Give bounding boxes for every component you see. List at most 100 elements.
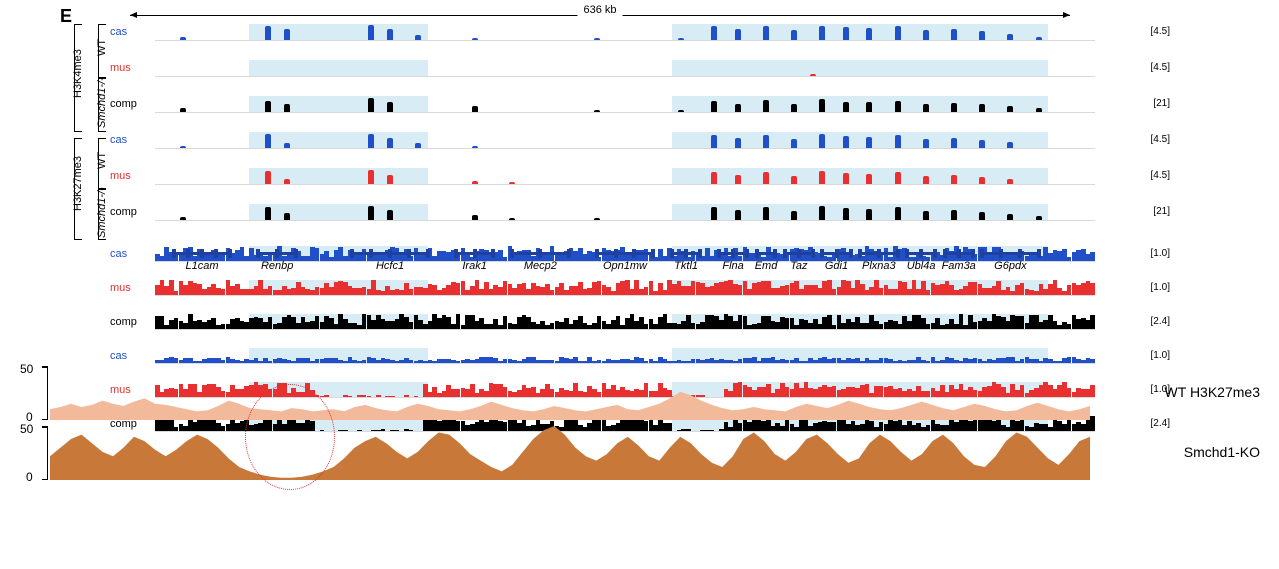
chip-peak — [509, 218, 515, 220]
chip-peak — [1036, 108, 1042, 112]
track-row: mus[1.0] — [60, 280, 1170, 297]
gene-label: Hcfc1 — [376, 260, 404, 272]
chip-peak — [895, 135, 901, 148]
track-scale: [21] — [1153, 98, 1170, 109]
chip-peak — [979, 177, 985, 184]
gene-exon — [698, 249, 702, 258]
chip-peak — [763, 172, 769, 184]
gene-exon — [473, 249, 477, 258]
track-area — [155, 280, 1095, 296]
track-label: comp — [110, 98, 150, 110]
gene-track: L1camRenbpHcfc1Irak1Mecp2Opn1mwTktl1Flna… — [60, 248, 1170, 272]
chip-peak — [284, 179, 290, 184]
chip-peak — [265, 207, 271, 220]
genotype-label: Smchd1-/- — [96, 187, 108, 238]
gene-exon — [256, 249, 260, 258]
gene-exon — [745, 249, 749, 258]
chip-peak — [387, 175, 393, 184]
gene-exon — [1037, 249, 1041, 258]
gene-exon — [567, 249, 571, 258]
chip-peak — [284, 213, 290, 220]
chip-peak — [1036, 216, 1042, 220]
chip-peak — [509, 182, 515, 184]
track-scale: [1.0] — [1151, 350, 1170, 361]
area-track-label: WT H3K27me3 — [1165, 384, 1260, 400]
track-row: cas[4.5] — [60, 24, 1170, 42]
chip-peak — [180, 217, 186, 220]
gene-exon — [388, 249, 392, 258]
gene-exon — [905, 249, 909, 258]
chip-peak — [843, 208, 849, 220]
gene-label: Renbp — [261, 260, 293, 272]
chip-peak — [387, 210, 393, 220]
area-fill — [50, 426, 1090, 480]
track-area — [155, 204, 1095, 221]
gene-exon — [426, 249, 430, 258]
axis-tick — [42, 366, 48, 368]
gene-exon — [651, 249, 655, 258]
chip-peak — [791, 139, 797, 148]
gene-exon — [172, 249, 176, 258]
gene-label: Irak1 — [462, 260, 486, 272]
chip-peak — [265, 26, 271, 40]
highlight-region — [249, 24, 428, 40]
chip-peak — [819, 171, 825, 184]
track-scale: [4.5] — [1151, 134, 1170, 145]
chip-peak — [951, 138, 957, 148]
chip-peak — [951, 175, 957, 184]
scale-bar: 636 kb — [130, 8, 1070, 22]
gene-exon — [811, 249, 815, 258]
gene-exon — [797, 249, 801, 258]
chip-peak — [180, 108, 186, 112]
chip-peak — [387, 29, 393, 40]
chip-peak — [843, 173, 849, 184]
gene-exon — [294, 249, 298, 258]
chip-peak — [368, 206, 374, 220]
track-label: mus — [110, 170, 150, 182]
gene-exon — [980, 249, 984, 258]
axis-tick — [42, 479, 48, 481]
highlight-region — [672, 204, 1048, 220]
gene-exon — [214, 249, 218, 258]
highlight-region — [249, 60, 428, 76]
gene-label: Plxna3 — [862, 260, 896, 272]
chip-peak — [735, 210, 741, 220]
gene-exon — [773, 249, 777, 258]
chip-peak — [843, 136, 849, 148]
track-scale: [4.5] — [1151, 62, 1170, 73]
track-label: cas — [110, 134, 150, 146]
area-chart — [50, 366, 1090, 420]
lower-comparison-panel: 500 WT H3K27me3 500Smchd1-KO — [20, 366, 1260, 486]
highlight-region — [672, 168, 1048, 184]
chip-peak — [791, 176, 797, 184]
gene-label: Mecp2 — [524, 260, 557, 272]
chip-peak — [843, 27, 849, 40]
y-axis: 500 — [20, 426, 48, 480]
chip-peak — [791, 211, 797, 220]
area-track: 500Smchd1-KO — [20, 426, 1260, 484]
gene-exon — [632, 249, 636, 258]
chip-peak — [735, 138, 741, 148]
highlight-region — [672, 24, 1048, 40]
track-label: comp — [110, 206, 150, 218]
chip-peak — [763, 207, 769, 220]
gene-exon — [275, 249, 279, 258]
track-area — [155, 60, 1095, 77]
chip-peak — [265, 171, 271, 184]
gene-exon — [538, 249, 542, 258]
gene-exon — [858, 249, 862, 258]
chip-peak — [866, 174, 872, 184]
chip-peak — [979, 140, 985, 148]
genotype-label: WT — [96, 39, 108, 56]
chip-peak — [735, 175, 741, 184]
track-row: cas[1.0] — [60, 348, 1170, 365]
gene-exon — [999, 249, 1003, 258]
area-chart — [50, 426, 1090, 480]
track-scale: [1.0] — [1151, 282, 1170, 293]
track-row: cas [4.5] — [60, 132, 1170, 150]
track-area — [155, 348, 1095, 364]
gene-exon — [943, 249, 947, 258]
gene-label: Opn1mw — [603, 260, 647, 272]
chip-peak — [594, 38, 600, 40]
chip-peak — [711, 172, 717, 184]
